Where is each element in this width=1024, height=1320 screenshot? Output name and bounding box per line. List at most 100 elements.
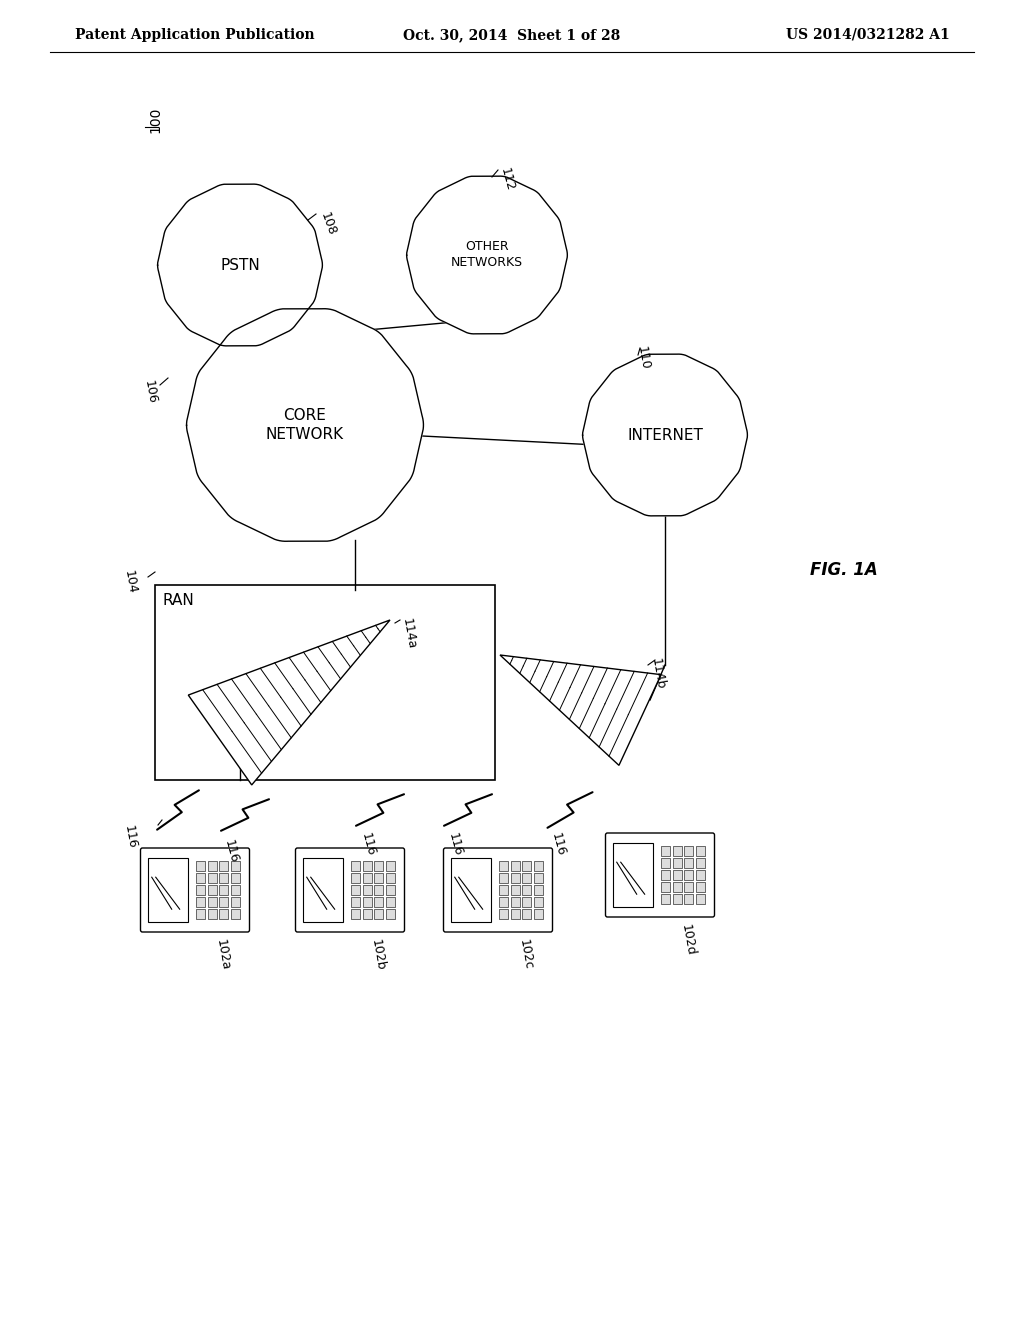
Text: OTHER
NETWORKS: OTHER NETWORKS xyxy=(451,240,523,269)
Polygon shape xyxy=(500,655,662,766)
Bar xyxy=(351,873,360,883)
Bar xyxy=(303,858,343,921)
Text: 114b: 114b xyxy=(648,657,667,690)
Text: PSTN: PSTN xyxy=(220,257,260,272)
Bar xyxy=(662,846,671,855)
Bar xyxy=(362,898,372,907)
Polygon shape xyxy=(188,620,390,785)
Text: 106: 106 xyxy=(141,379,159,404)
Bar xyxy=(219,898,228,907)
Bar xyxy=(230,909,240,919)
Bar xyxy=(695,895,706,904)
Bar xyxy=(219,909,228,919)
Bar xyxy=(386,873,395,883)
Bar xyxy=(351,909,360,919)
Bar xyxy=(522,886,531,895)
Bar xyxy=(522,873,531,883)
Text: 112: 112 xyxy=(498,166,517,193)
Bar xyxy=(219,886,228,895)
Bar xyxy=(534,886,543,895)
Bar xyxy=(695,846,706,855)
Bar xyxy=(673,895,682,904)
Bar xyxy=(534,873,543,883)
Polygon shape xyxy=(583,354,748,516)
Bar xyxy=(230,861,240,871)
Bar xyxy=(351,861,360,871)
Polygon shape xyxy=(407,176,567,334)
Bar xyxy=(208,873,217,883)
Bar xyxy=(534,861,543,871)
Bar xyxy=(374,898,384,907)
Bar xyxy=(522,898,531,907)
Bar xyxy=(612,843,652,907)
Bar xyxy=(534,909,543,919)
Bar xyxy=(208,886,217,895)
Bar xyxy=(230,873,240,883)
Bar xyxy=(362,873,372,883)
Bar xyxy=(511,898,520,907)
Bar xyxy=(511,909,520,919)
Bar xyxy=(695,870,706,880)
Text: 104: 104 xyxy=(122,569,138,594)
Bar xyxy=(374,873,384,883)
Bar xyxy=(534,898,543,907)
Bar xyxy=(662,858,671,867)
Text: Oct. 30, 2014  Sheet 1 of 28: Oct. 30, 2014 Sheet 1 of 28 xyxy=(403,28,621,42)
Bar xyxy=(351,898,360,907)
Text: 116: 116 xyxy=(222,838,241,865)
Bar xyxy=(208,909,217,919)
Text: 102b: 102b xyxy=(369,939,387,972)
Bar xyxy=(386,886,395,895)
Bar xyxy=(684,895,693,904)
Text: INTERNET: INTERNET xyxy=(627,428,702,442)
Bar xyxy=(511,861,520,871)
Text: CORE
NETWORK: CORE NETWORK xyxy=(266,408,344,442)
Text: RAN: RAN xyxy=(163,593,195,609)
Bar xyxy=(208,861,217,871)
Bar xyxy=(208,898,217,907)
Bar xyxy=(673,870,682,880)
Text: 114a: 114a xyxy=(400,618,418,651)
Bar xyxy=(155,585,495,780)
Bar xyxy=(197,886,206,895)
Text: 116: 116 xyxy=(122,824,138,849)
Text: 102c: 102c xyxy=(517,939,535,970)
Bar xyxy=(451,858,490,921)
Bar xyxy=(351,886,360,895)
Bar xyxy=(362,909,372,919)
Bar xyxy=(147,858,187,921)
Bar xyxy=(386,898,395,907)
Bar xyxy=(197,873,206,883)
Bar xyxy=(684,846,693,855)
Bar xyxy=(511,873,520,883)
Bar xyxy=(362,886,372,895)
Bar xyxy=(230,886,240,895)
Text: 116: 116 xyxy=(445,832,465,858)
Bar xyxy=(662,882,671,892)
FancyBboxPatch shape xyxy=(140,847,250,932)
Bar xyxy=(695,882,706,892)
Bar xyxy=(197,861,206,871)
Text: 116: 116 xyxy=(549,832,567,858)
Bar xyxy=(662,895,671,904)
Text: Patent Application Publication: Patent Application Publication xyxy=(75,28,314,42)
Bar xyxy=(374,909,384,919)
FancyBboxPatch shape xyxy=(605,833,715,917)
Bar xyxy=(684,882,693,892)
Bar xyxy=(499,909,508,919)
Bar xyxy=(374,886,384,895)
Polygon shape xyxy=(158,183,323,346)
Text: 102a: 102a xyxy=(214,939,232,972)
Bar xyxy=(374,861,384,871)
Bar xyxy=(499,873,508,883)
Bar xyxy=(673,882,682,892)
Bar xyxy=(362,861,372,871)
Bar xyxy=(662,870,671,880)
Bar xyxy=(511,886,520,895)
Text: 116: 116 xyxy=(358,832,378,858)
Bar xyxy=(684,858,693,867)
Text: US 2014/0321282 A1: US 2014/0321282 A1 xyxy=(786,28,950,42)
Bar xyxy=(499,861,508,871)
Bar xyxy=(522,861,531,871)
Bar xyxy=(673,846,682,855)
